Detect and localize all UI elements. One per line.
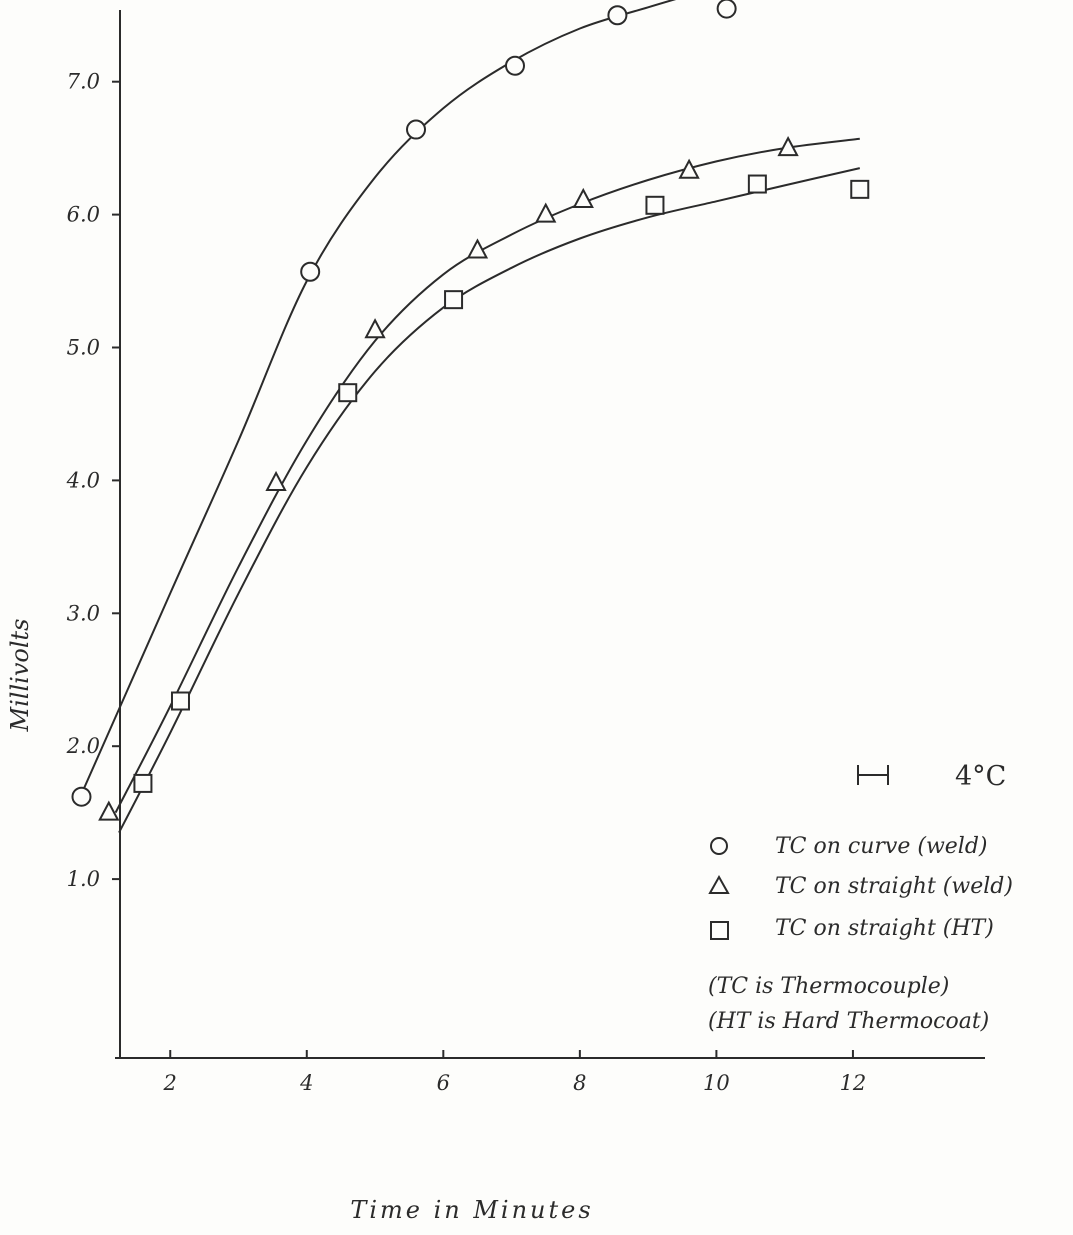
legend-item-straight-ht: TC on straight (HT): [710, 916, 994, 941]
data-point-triangle: [265, 470, 287, 492]
legend-triangle-icon: [708, 874, 730, 894]
fit-curve-series-3: [118, 167, 861, 834]
x-tick-label: 8: [573, 1071, 586, 1095]
data-point-square: [170, 691, 190, 711]
data-point-triangle: [466, 238, 489, 259]
data-point-square: [645, 195, 665, 215]
data-point-circle: [716, 0, 737, 19]
y-tick-label: 2.0: [66, 734, 100, 758]
data-point-triangle: [777, 136, 799, 157]
data-point-circle: [607, 5, 628, 26]
data-point-circle: [505, 55, 526, 76]
data-point-triangle: [364, 318, 386, 339]
data-point-triangle: [572, 187, 594, 208]
data-point-triangle: [535, 202, 557, 223]
data-point-square: [747, 174, 767, 194]
legend-circle-icon: [710, 837, 728, 855]
scale-bar: 4°C: [857, 761, 1006, 792]
y-tick-label: 6.0: [67, 203, 100, 227]
legend: TC on curve (weld) TC on straight (weld)…: [708, 834, 1013, 941]
y-tick-label: 4.0: [66, 468, 100, 492]
x-tick-label: 6: [437, 1071, 450, 1095]
y-tick-label: 5.0: [67, 336, 100, 360]
x-tick-label: 12: [840, 1071, 867, 1095]
y-tick-label: 1.0: [67, 867, 100, 891]
x-tick-label: 10: [703, 1071, 730, 1095]
legend-label-curve-weld: TC on curve (weld): [775, 834, 988, 859]
x-axis-title: Time in Minutes: [350, 1196, 593, 1224]
scale-bar-label: 4°C: [955, 761, 1006, 792]
note-thermocouple: (TC is Thermocouple): [708, 974, 949, 999]
note-hard-thermocoat: (HT is Hard Thermocoat): [708, 1009, 989, 1034]
legend-item-curve-weld: TC on curve (weld): [710, 834, 988, 859]
x-tick-label: 2: [163, 1071, 177, 1095]
data-point-square: [338, 383, 358, 403]
data-point-circle: [406, 119, 427, 140]
y-tick-label: 7.0: [67, 70, 100, 94]
axes: [115, 10, 985, 1059]
data-point-square: [444, 290, 464, 310]
fit-curve-series-2: [114, 137, 860, 814]
legend-label-straight-weld: TC on straight (weld): [775, 874, 1013, 899]
data-point-square: [850, 179, 870, 199]
x-tick-label: 4: [299, 1071, 313, 1095]
data-point-triangle: [98, 800, 120, 821]
fit-curve-series-1: [80, 0, 677, 795]
data-point-triangle: [678, 158, 700, 179]
data-point-circle: [71, 786, 92, 807]
legend-square-icon: [710, 921, 729, 940]
data-markers: [71, 0, 870, 821]
data-point-square: [133, 773, 153, 793]
legend-item-straight-weld: TC on straight (weld): [708, 874, 1013, 899]
legend-label-straight-ht: TC on straight (HT): [775, 916, 994, 941]
y-axis-title: Millivolts: [6, 619, 34, 733]
data-point-circle: [300, 261, 321, 282]
y-tick-label: 3.0: [67, 601, 100, 625]
fit-curves: [80, 0, 861, 834]
notes: (TC is Thermocouple) (HT is Hard Thermoc…: [708, 974, 989, 1034]
